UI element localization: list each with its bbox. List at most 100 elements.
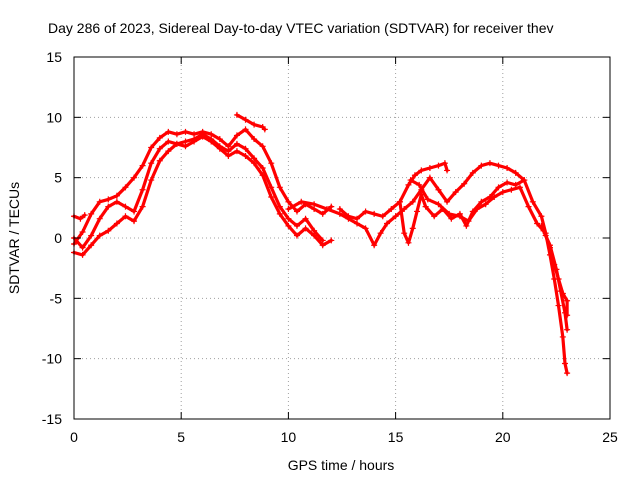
y-tick-label: -5 [50, 290, 63, 306]
data-point-marker [482, 201, 489, 208]
data-point-marker [233, 140, 240, 147]
series-line-sat-b [72, 132, 325, 250]
data-point-marker [302, 225, 309, 232]
data-point-marker [409, 198, 416, 205]
y-axis-label: SDTVAR / TECUs [6, 182, 22, 294]
x-tick-label: 15 [388, 429, 404, 445]
data-point-marker [242, 145, 249, 152]
data-point-marker [504, 179, 511, 186]
data-point-marker [216, 145, 223, 152]
data-point-marker [293, 208, 300, 215]
data-point-marker [88, 232, 95, 239]
data-point-marker [564, 312, 571, 319]
data-point-marker [165, 138, 172, 145]
data-point-marker [148, 177, 155, 184]
data-point-marker [401, 230, 408, 237]
data-point-marker [323, 206, 330, 213]
data-point-marker [259, 143, 266, 150]
data-point-marker [409, 225, 416, 232]
data-point-marker [371, 210, 378, 217]
data-point-marker [268, 160, 275, 167]
data-point-marker [407, 177, 414, 184]
data-point-marker [96, 198, 103, 205]
data-point-marker [328, 203, 335, 210]
data-point-marker [422, 203, 429, 210]
data-point-marker [242, 152, 249, 159]
data-point-marker [474, 206, 481, 213]
data-point-marker [173, 140, 180, 147]
data-point-marker [431, 213, 438, 220]
data-point-marker [336, 206, 343, 213]
data-point-marker [139, 203, 146, 210]
data-point-marker [79, 228, 86, 235]
data-point-marker [559, 333, 566, 340]
data-point-marker [302, 215, 309, 222]
data-point-marker [478, 162, 485, 169]
data-point-marker [411, 172, 418, 179]
data-point-marker [416, 181, 423, 188]
x-axis-label: GPS time / hours [288, 457, 395, 473]
data-point-marker [452, 189, 459, 196]
data-point-marker [444, 198, 451, 205]
data-point-marker [388, 206, 395, 213]
data-point-marker [122, 213, 129, 220]
x-tick-label: 0 [70, 429, 78, 445]
data-point-marker [564, 326, 571, 333]
data-point-marker [96, 232, 103, 239]
data-point-marker [495, 162, 502, 169]
data-point-marker [559, 290, 566, 297]
data-point-marker [208, 138, 215, 145]
data-point-marker [122, 203, 129, 210]
x-tick-labels: 0 5 10 15 20 25 [70, 429, 618, 445]
data-point-marker [88, 210, 95, 217]
data-point-marker [529, 198, 536, 205]
data-point-marker [259, 172, 266, 179]
data-point-marker [435, 186, 442, 193]
data-point-marker [113, 220, 120, 227]
data-point-marker [216, 136, 223, 143]
y-tick-label: 5 [54, 170, 62, 186]
data-point-marker [362, 208, 369, 215]
data-point-marker [131, 208, 138, 215]
data-point-marker [396, 198, 403, 205]
data-point-marker [131, 218, 138, 225]
series-line-sat-c [72, 135, 333, 257]
data-point-marker [435, 162, 442, 169]
data-point-marker [79, 251, 86, 258]
data-point-marker [233, 111, 240, 118]
data-point-marker [362, 225, 369, 232]
data-point-marker [96, 215, 103, 222]
data-point-marker [261, 126, 268, 133]
data-point-marker [551, 261, 558, 268]
data-point-marker [139, 186, 146, 193]
data-point-marker [405, 239, 412, 246]
data-point-marker [345, 213, 352, 220]
data-point-marker [384, 220, 391, 227]
data-point-marker [165, 148, 172, 155]
data-point-marker [465, 218, 472, 225]
y-tick-label: -15 [42, 411, 62, 427]
data-point-marker [564, 297, 571, 304]
data-point-marker [293, 222, 300, 229]
data-point-marker [165, 128, 172, 135]
data-point-marker [298, 198, 305, 205]
data-point-marker [456, 213, 463, 220]
data-point-marker [405, 181, 412, 188]
data-point-marker [285, 215, 292, 222]
x-tick-label: 25 [602, 429, 618, 445]
data-point-marker [371, 242, 378, 249]
y-tick-label: 0 [54, 230, 62, 246]
data-point-marker [525, 203, 532, 210]
data-point-marker [354, 215, 361, 222]
data-point-marker [319, 242, 326, 249]
data-point-marker [463, 222, 470, 229]
data-point-marker [311, 232, 318, 239]
data-point-marker [173, 131, 180, 138]
data-point-marker [268, 193, 275, 200]
data-point-marker [242, 126, 249, 133]
data-point-marker [105, 196, 112, 203]
data-point-marker [414, 208, 421, 215]
data-point-marker [446, 210, 453, 217]
grid-lines [74, 57, 610, 419]
data-point-marker [461, 180, 468, 187]
